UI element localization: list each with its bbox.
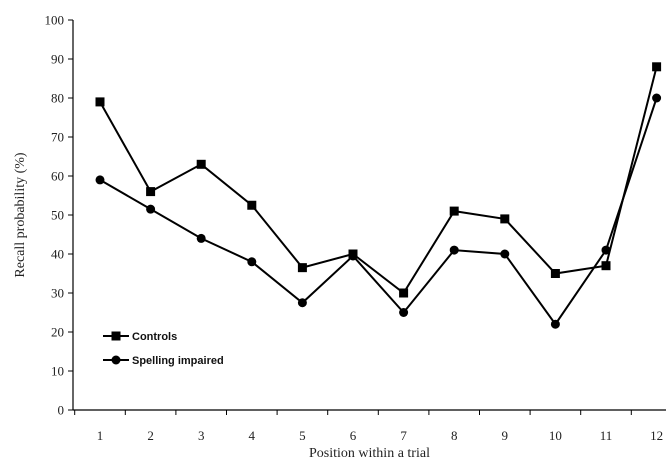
y-tick-label: 80 [51,91,64,106]
legend-label: Controls [132,331,177,343]
x-tick-label: 9 [502,428,509,443]
data-point-square [196,159,206,169]
series-line-spelling-impaired [99,97,658,326]
x-tick-label: 4 [249,428,256,443]
data-point-square [449,206,459,216]
data-point-square [297,263,307,273]
data-point-square [95,97,105,107]
legend-marker-circle [111,355,121,365]
series-spelling-impaired [95,93,662,329]
y-tick-label: 70 [51,130,64,145]
x-axis-title: Position within a trial [309,446,430,461]
x-tick-label: 3 [198,428,205,443]
legend: Controls Spelling impaired [103,331,224,367]
y-tick-label: 90 [51,52,64,67]
y-tick-label: 30 [51,286,64,301]
y-tick-label: 50 [51,208,64,223]
data-point-circle [500,249,510,259]
x-tick-label: 11 [600,428,613,443]
y-tick-label: 0 [58,403,65,418]
data-point-square [601,261,611,271]
legend-marker-square [111,331,121,341]
data-point-square [652,62,662,72]
data-point-circle [247,257,257,267]
x-tick-label: 12 [650,428,663,443]
legend-item: Spelling impaired [103,355,224,367]
x-tick-label: 1 [97,428,104,443]
y-axis-title: Recall probability (%) [13,152,28,278]
data-point-square [247,200,257,210]
series-layer [95,62,662,329]
y-tick-label: 100 [45,13,65,28]
data-point-circle [348,251,358,261]
data-point-square [550,269,560,278]
data-point-square [500,214,510,224]
data-point-circle [146,204,156,214]
x-tick-label: 5 [299,428,306,443]
y-tick-label: 40 [51,247,64,262]
series-line-controls [99,66,658,295]
y-tick-label: 10 [51,364,64,379]
data-point-circle [550,319,560,329]
x-tick-label: 10 [549,428,562,443]
data-point-circle [297,298,307,308]
series-controls [95,62,662,298]
data-point-circle [601,245,611,255]
data-point-square [399,288,409,298]
x-tick-label: 8 [451,428,458,443]
y-tick-label: 20 [51,325,64,340]
x-tick-label: 6 [350,428,357,443]
data-point-circle [95,175,105,185]
y-tick-label: 60 [51,169,64,184]
legend-label: Spelling impaired [132,355,224,367]
legend-item: Controls [103,331,177,343]
data-point-circle [652,93,662,103]
data-point-square [146,187,156,197]
data-point-circle [449,245,459,255]
data-point-circle [196,233,206,243]
data-point-circle [399,308,409,317]
x-tick-label: 7 [400,428,407,443]
x-tick-label: 2 [147,428,154,443]
